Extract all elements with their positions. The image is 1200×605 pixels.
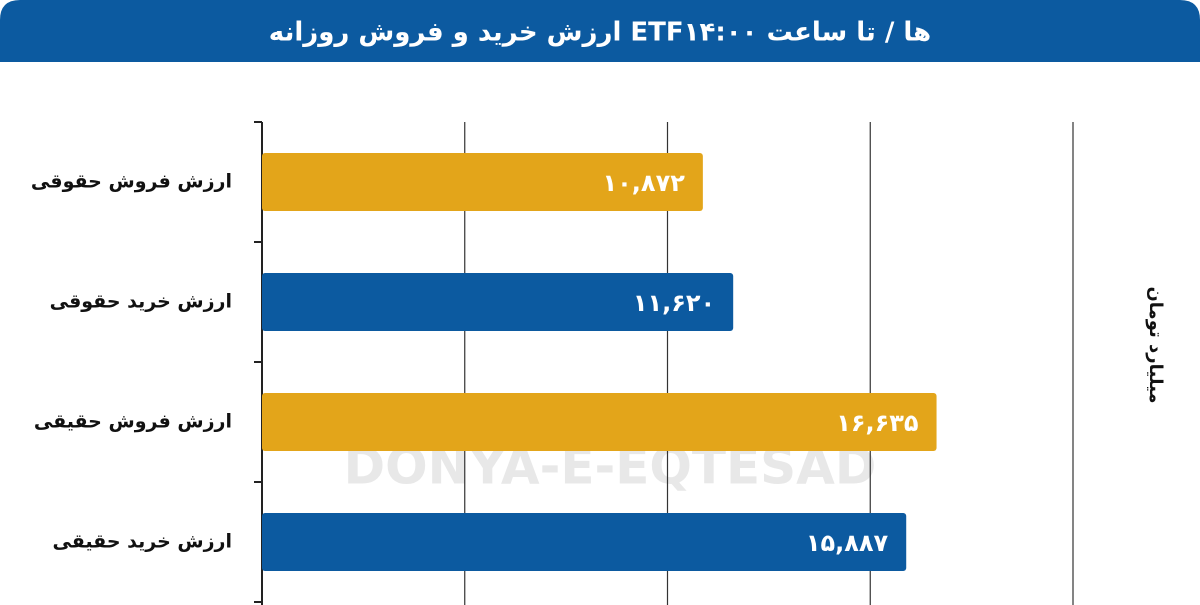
bar: [262, 513, 907, 571]
bar: [262, 153, 703, 211]
y-tick-label: ارزش خرید حقیقی: [53, 531, 232, 553]
bar: [262, 393, 937, 451]
value-label: ۱۵,۸۸۷: [806, 529, 889, 557]
y-tick-label: ارزش فروش حقیقی: [34, 411, 232, 433]
header-band: [0, 0, 1200, 62]
y-tick-label: ارزش خرید حقوقی: [50, 291, 232, 313]
chart-title: ارزش خرید و فروش روزانه ETFها / تا ساعت …: [269, 18, 931, 48]
value-label: ۱۱,۶۲۰: [633, 289, 715, 317]
y-tick-label: ارزش فروش حقوقی: [31, 171, 232, 193]
axis-label: میلیارد تومان: [1145, 286, 1166, 403]
value-label: ۱۰,۸۷۲: [603, 169, 686, 197]
value-label: ۱۶,۶۳۵: [836, 409, 918, 437]
bar: [262, 273, 734, 331]
